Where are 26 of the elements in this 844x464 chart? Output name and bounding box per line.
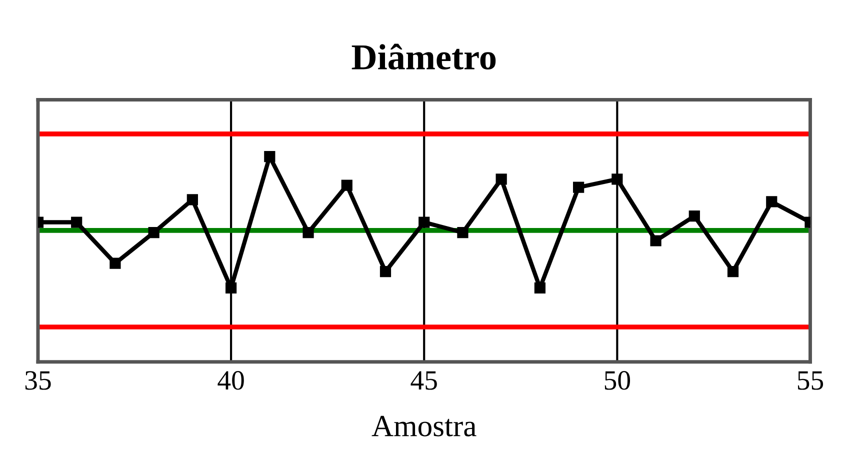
point — [650, 235, 662, 246]
point — [302, 226, 314, 238]
point — [186, 194, 198, 206]
x-tick-label: 50 — [604, 371, 630, 390]
point — [612, 174, 623, 185]
x-tick-label: 45 — [410, 371, 437, 390]
x-axis-title: Amostra — [372, 416, 476, 436]
point — [496, 174, 507, 185]
point — [71, 216, 82, 228]
point — [766, 196, 778, 208]
point — [418, 216, 430, 228]
point — [688, 210, 700, 222]
point — [380, 266, 392, 278]
point — [148, 226, 160, 238]
x-tick-label: 35 — [25, 371, 51, 390]
point — [341, 180, 352, 191]
point — [225, 282, 237, 294]
point — [573, 182, 584, 193]
point — [110, 258, 121, 269]
chart-title: Diâmetro — [352, 44, 496, 70]
x-tick-label: 40 — [218, 371, 244, 390]
point — [534, 282, 546, 294]
x-tick-label: 55 — [798, 371, 824, 390]
point — [264, 150, 276, 162]
point — [457, 226, 468, 238]
point — [727, 266, 739, 278]
